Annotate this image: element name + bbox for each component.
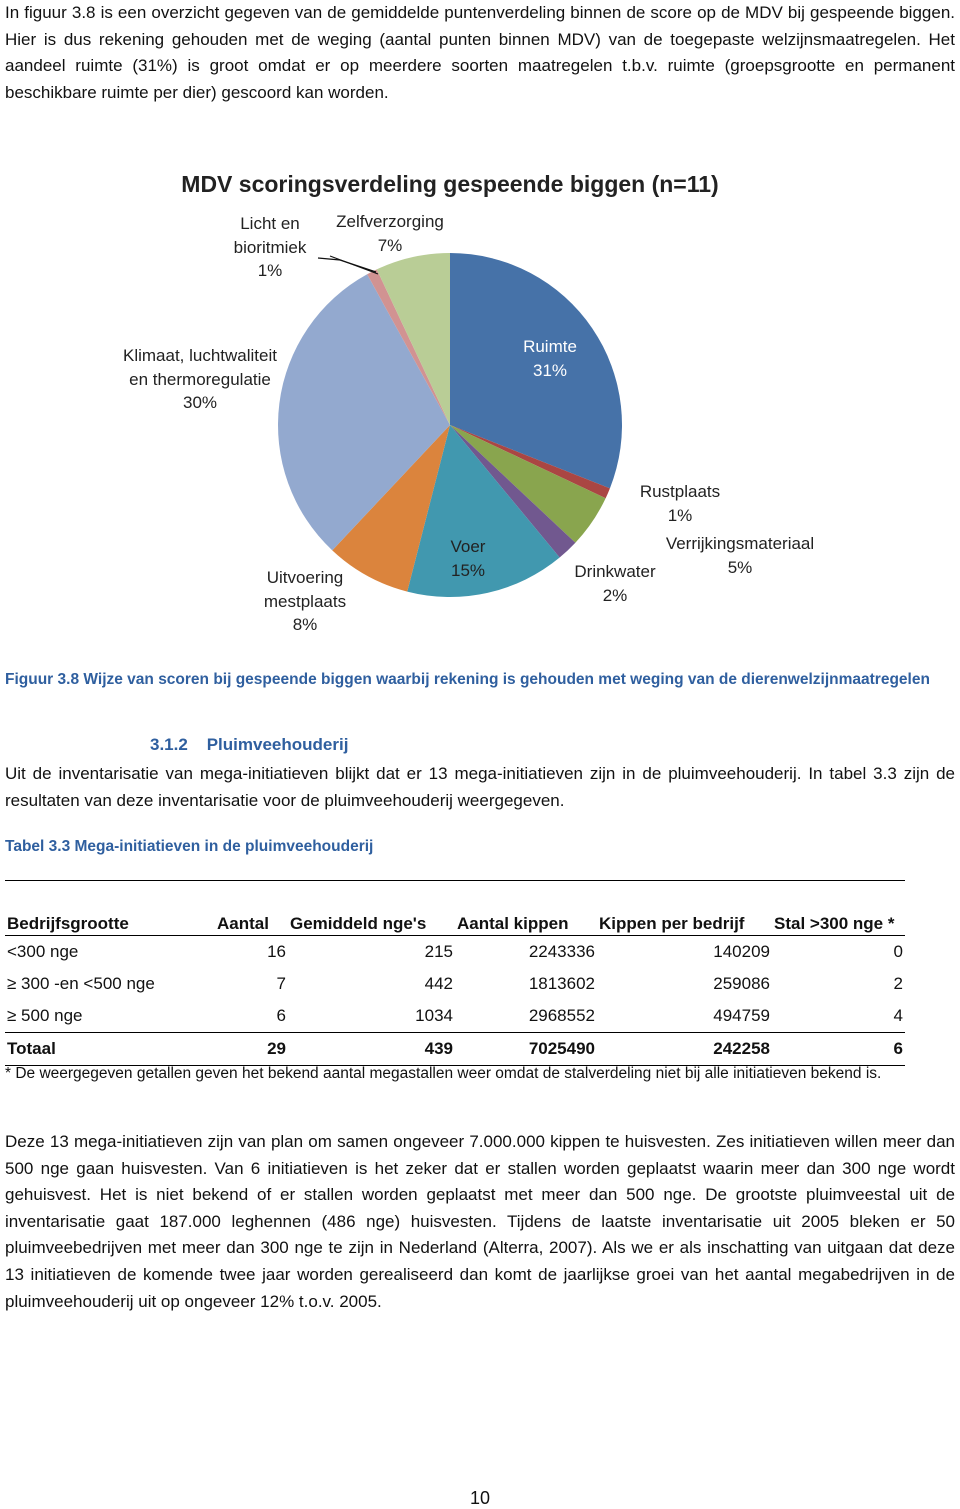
slice-label: Ruimte 31% [460, 335, 640, 382]
table-cell: 7 [276, 974, 286, 993]
table-cell: 439 [288, 1032, 455, 1066]
slice-value: 1% [667, 505, 693, 525]
slice-name: Drinkwater [574, 562, 656, 581]
slice-name: Klimaat, luchtwaliteit en thermoregulati… [122, 346, 277, 389]
chart: MDV scoringsverdeling gespeende biggen (… [0, 160, 960, 640]
table-cell: 7025490 [455, 1032, 597, 1066]
table-caption: Tabel 3.3 Mega-initiatieven in de pluimv… [5, 838, 374, 855]
header-cell: Stal >300 nge * [772, 880, 905, 936]
pie-slice [407, 425, 560, 597]
data-table: Bedrijfsgrootte Aantal Gemiddeld nge's Aant… [5, 880, 905, 1066]
header-cell: Aantal [215, 880, 288, 936]
table-cell: 1813602 [528, 974, 595, 993]
table-cell: 242258 [597, 1032, 772, 1066]
figure-caption: Figuur 3.8 Wijze van scoren bij gespeend… [5, 668, 955, 691]
table-cell: 0 [893, 942, 903, 961]
slice-name: Zelfverzorging [336, 212, 444, 231]
slice-name: Rustplaats [639, 482, 721, 501]
intro: In figuur 3.8 is een overzicht gegeven v… [5, 3, 955, 102]
slice-value: 31% [532, 360, 568, 380]
slice-label: Uitvoering mestplaats 8% [250, 566, 360, 637]
table-row: ≥ 300 -en <500 nge 7 442 1813602 259086 2 [5, 968, 905, 1000]
slice-label: Drinkwater 2% [555, 560, 675, 607]
slice-name: Ruimte [523, 337, 577, 356]
slice-label: Klimaat, luchtwaliteit en thermoregulati… [118, 344, 283, 415]
chart-title: MDV scoringsverdeling gespeende biggen (… [181, 171, 718, 197]
slice-name: Uitvoering mestplaats [263, 568, 347, 611]
header-cell: Bedrijfsgrootte [5, 880, 215, 936]
header-cell: Kippen per bedrijf [597, 880, 772, 936]
slice-label: Licht en bioritmiek 1% [220, 212, 320, 283]
table-cell: 2968552 [528, 1006, 595, 1025]
slice-name: Licht en bioritmiek [233, 214, 307, 257]
slice-label: Verrijkingsmateriaal 5% [655, 532, 825, 579]
leader-line [317, 257, 377, 273]
slice-label: Voer 15% [408, 535, 528, 582]
table-cell: <300 nge [7, 942, 79, 961]
footnote: * De weergegeven getallen geven het beke… [5, 1065, 882, 1082]
table-cell: 16 [267, 942, 286, 961]
table-cell: 494759 [713, 1006, 770, 1025]
table-cell: 442 [424, 974, 453, 993]
caption-text: Wijze van scoren bij gespeende biggen wa… [83, 671, 930, 688]
slice-value: 2% [602, 585, 628, 605]
table-cell: 140209 [713, 942, 770, 961]
section-heading: 3.1.2 Pluimveehouderij [150, 735, 348, 755]
table-cell: 1034 [415, 1006, 453, 1025]
table-cell: Totaal [5, 1032, 215, 1066]
slice-value: 7% [377, 235, 403, 255]
header-row: Bedrijfsgrootte Aantal Gemiddeld nge's Aant… [5, 880, 905, 936]
header-cell: Aantal kippen [455, 880, 597, 936]
section-title: Pluimveehouderij [206, 735, 349, 754]
pie-slice [450, 425, 576, 558]
slice-name: Verrijkingsmateriaal [665, 534, 815, 553]
pie-slice [450, 425, 606, 543]
pie-slice [332, 425, 450, 592]
table-cell: 4 [893, 1006, 903, 1025]
page-number: 10 [469, 1488, 491, 1508]
pie-chart: MDV scoringsverdeling gespeende biggen (… [181, 171, 719, 597]
slice-value: 30% [182, 393, 218, 412]
table-cell: 6 [276, 1006, 286, 1025]
slice-name: Voer [450, 537, 486, 556]
pie-slice [450, 425, 610, 499]
slice-value: 1% [257, 261, 283, 280]
table-row: ≥ 500 nge 6 1034 2968552 494759 4 [5, 1000, 905, 1033]
slice-value: 5% [727, 557, 753, 577]
paragraph: Deze 13 mega-initiatieven zijn van plan … [5, 1132, 955, 1311]
total-row: Totaal 29 439 7025490 242258 6 [5, 1032, 905, 1066]
slice-label: Zelfverzorging 7% [310, 210, 470, 257]
caption-label: Figuur 3.8 [5, 671, 80, 688]
slice-value: 8% [292, 615, 318, 634]
table-cell: 2243336 [528, 942, 595, 961]
pie-slice [376, 253, 450, 425]
table-cell: 6 [772, 1032, 905, 1066]
pie-slice [367, 269, 450, 425]
table-cell: ≥ 300 -en <500 nge [7, 974, 155, 993]
table-cell: 215 [424, 942, 453, 961]
table-row: <300 nge 16 215 2243336 140209 0 [5, 936, 905, 969]
table-cell: 2 [893, 974, 903, 993]
table-cell: 259086 [713, 974, 770, 993]
pie-slice [278, 274, 450, 551]
slice-value: 15% [450, 560, 486, 580]
pie-slice [450, 253, 622, 489]
section-number: 3.1.2 [150, 735, 188, 754]
table-cell: 29 [215, 1032, 288, 1066]
slice-label: Rustplaats 1% [590, 480, 770, 527]
table-cell: ≥ 500 nge [7, 1006, 83, 1025]
header-cell: Gemiddeld nge's [288, 880, 455, 936]
paragraph: Uit de inventarisatie van mega-initiatie… [5, 764, 955, 810]
